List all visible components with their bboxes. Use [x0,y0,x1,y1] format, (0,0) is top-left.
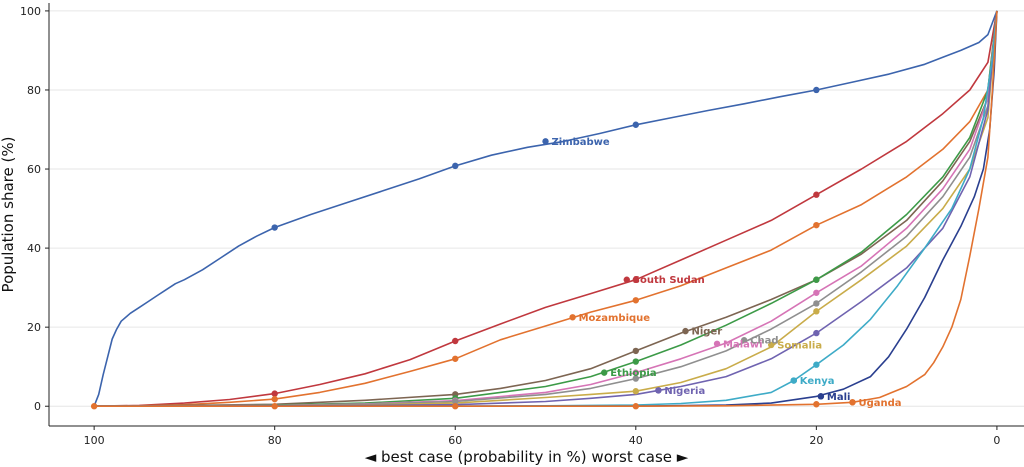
x-axis-title: ◄ best case (probability in %) worst cas… [365,448,689,466]
series-line-kenya [94,10,998,407]
y-tick-label-60: 60 [27,163,41,176]
series-label-mozambique: Mozambique [579,313,651,324]
series-label-kenya: Kenya [800,376,835,387]
series-marker-somalia-1 [813,308,820,315]
y-tick-label-100: 100 [20,5,41,18]
series-line-malawi [94,10,998,407]
series-label-marker-somalia [768,341,775,349]
series-marker-mozambique-2 [632,297,640,304]
x-tick-label-20: 20 [809,434,823,447]
series-marker-zimbabwe-0 [271,224,278,231]
series-marker-malawi-1 [632,369,640,376]
series-marker-ethiopia-2 [813,276,820,283]
series-marker-zimbabwe-3 [813,86,820,94]
series-label-marker-niger [682,327,689,335]
series-label-mali: Mali [827,392,851,403]
series-marker-zimbabwe-1 [452,162,459,170]
series-line-uganda [94,10,998,407]
series-line-somalia [94,10,998,407]
series-label-marker-ethiopia [601,369,608,376]
series-marker-south-sudan-0 [271,390,278,397]
x-tick-label-80: 80 [268,434,282,447]
series-label-nigeria: Nigeria [664,386,705,397]
series-line-nigeria [94,10,998,407]
series-line-mali [94,10,998,407]
series-markers [90,86,856,410]
series-line-ethiopia [94,10,998,407]
series-label-marker-chad [740,337,748,344]
series-marker-mozambique-0 [271,395,278,403]
series-line-mozambique [94,10,998,407]
y-tick-label-0: 0 [34,400,41,413]
series-label-uganda: Uganda [858,398,901,409]
series-marker-nigeria-1 [813,329,820,337]
series-marker-south-sudan-3 [813,191,820,198]
series-label-marker-nigeria [655,387,662,394]
series-marker-uganda-1 [452,403,459,410]
series-line-chad [94,10,998,407]
series-lines [93,10,998,407]
series-marker-zimbabwe-2 [632,121,640,128]
axes [45,3,1024,430]
series-line-niger [94,10,998,407]
series-label-chad: Chad [750,336,778,347]
series-marker-chad-2 [813,300,820,307]
series-line-zimbabwe [93,10,998,407]
series-marker-south-sudan-1 [452,337,459,345]
series-label-niger: Niger [691,327,722,338]
series-label-ethiopia: Ethiopia [610,368,656,379]
series-label-marker-mali [817,393,825,400]
series-marker-mozambique-1 [452,355,459,362]
y-tick-label-20: 20 [27,321,41,334]
series-labels: Zimbabwe South Sudan Mozambique Niger Ethiop… [552,137,902,409]
x-tick-label-40: 40 [629,434,643,447]
series-label-marker-uganda [849,399,856,406]
tick-labels: 0 20 40 60 80 100 100 80 60 40 20 0 [20,5,1000,447]
series-marker-somalia-0 [632,388,640,395]
series-label-marker-kenya [790,377,797,384]
x-tick-label-0: 0 [993,434,1000,447]
x-tick-label-100: 100 [84,434,105,447]
series-marker-south-sudan-2 [632,276,640,283]
x-tick-label-60: 60 [448,434,462,447]
series-label-marker-south-sudan [623,276,630,283]
y-tick-label-80: 80 [27,84,41,97]
origin-marker [90,403,98,410]
y-axis-title: Population share (%) [0,137,17,293]
series-marker-niger-1 [632,347,640,355]
series-label-malawi: Malawi [723,339,763,350]
series-marker-uganda-0 [271,403,278,410]
series-marker-uganda-2 [632,403,640,410]
series-label-somalia: Somalia [777,340,822,351]
series-label-zimbabwe: Zimbabwe [552,137,610,148]
series-marker-chad-1 [632,375,640,382]
series-marker-uganda-3 [813,401,820,408]
series-label-marker-zimbabwe [542,138,549,145]
grid-lines [49,10,1024,407]
series-marker-malawi-2 [813,289,820,296]
series-marker-mozambique-3 [813,221,820,229]
series-marker-ethiopia-1 [632,358,640,365]
series-label-south-sudan: South Sudan [633,275,705,286]
series-label-marker-mozambique [569,314,576,321]
series-line-south-sudan [94,10,998,407]
series-label-marker-malawi [713,340,721,347]
series-marker-chad-0 [452,398,459,405]
y-tick-label-40: 40 [27,242,41,255]
series-marker-kenya-1 [813,361,820,368]
